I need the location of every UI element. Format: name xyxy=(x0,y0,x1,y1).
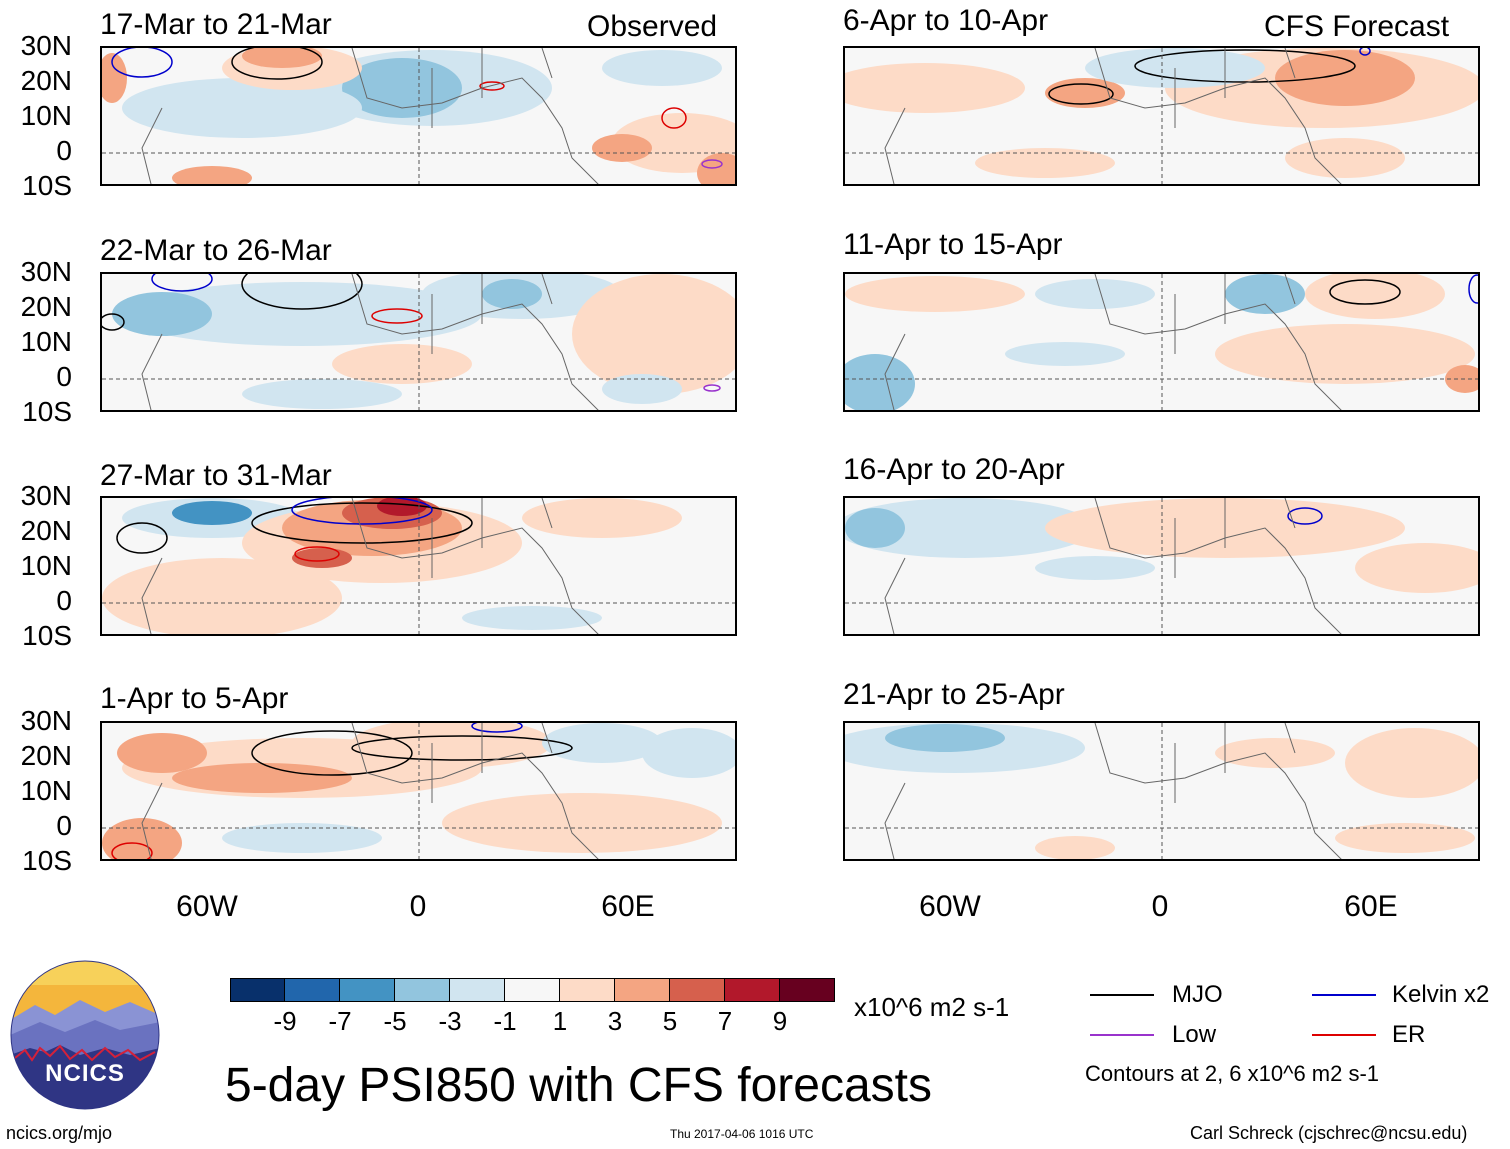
colorbar-level-label: 9 xyxy=(772,1006,788,1036)
lat-label: 0 xyxy=(56,585,72,616)
ncics-logo-icon xyxy=(10,960,160,1110)
lat-label: 20N xyxy=(20,740,72,771)
panel-title: 1-Apr to 5-Apr xyxy=(100,682,289,715)
lat-label: 0 xyxy=(56,810,72,841)
colorbar-swatch xyxy=(340,978,395,1002)
colorbar-level-label: 1 xyxy=(552,1006,568,1036)
anomaly-map xyxy=(845,723,1478,859)
anomaly-map xyxy=(102,723,735,859)
lat-label: 0 xyxy=(56,135,72,166)
map-panel xyxy=(100,272,737,412)
logo-text: NCICS xyxy=(45,1060,125,1087)
colorbar-level-label: -5 xyxy=(383,1006,407,1036)
panel-title: 27-Mar to 31-Mar xyxy=(100,459,332,492)
anomaly-map xyxy=(102,274,735,410)
colorbar-level-label: -7 xyxy=(328,1006,352,1036)
lon-label: 0 xyxy=(409,890,427,923)
lat-label: 20N xyxy=(20,291,72,322)
lon-label: 60E xyxy=(1344,890,1398,923)
observed-label: Observed xyxy=(587,10,718,43)
colorbar-swatch xyxy=(395,978,450,1002)
lat-label: 10N xyxy=(20,100,72,131)
colorbar-level-label: 5 xyxy=(662,1006,678,1036)
anomaly-map xyxy=(845,498,1478,634)
lat-label: 30N xyxy=(20,480,72,511)
panel-title: 21-Apr to 25-Apr xyxy=(843,678,1065,711)
map-panel xyxy=(843,272,1480,412)
lat-label: 10N xyxy=(20,550,72,581)
map-panel xyxy=(100,721,737,861)
map-panel xyxy=(100,496,737,636)
lat-label: 10N xyxy=(20,775,72,806)
legend-er-label: ER xyxy=(1392,1021,1426,1048)
colorbar-units: x10^6 m2 s-1 xyxy=(854,992,1010,1022)
anomaly-map xyxy=(845,274,1478,410)
colorbar-swatch xyxy=(285,978,340,1002)
forecast-label: CFS Forecast xyxy=(1264,10,1450,43)
legend-kelvin-label: Kelvin x2 xyxy=(1392,981,1490,1008)
lat-label: 10S xyxy=(22,170,72,201)
colorbar-swatch xyxy=(450,978,505,1002)
lon-label: 60W xyxy=(176,890,238,923)
colorbar-swatch xyxy=(230,978,285,1002)
anomaly-map xyxy=(845,48,1478,184)
lat-label: 20N xyxy=(20,65,72,96)
lat-label: 10N xyxy=(20,326,72,357)
lon-label: 60W xyxy=(919,890,981,923)
panel-title: 6-Apr to 10-Apr xyxy=(843,4,1049,37)
legend-er-line xyxy=(1312,1034,1376,1036)
anomaly-map xyxy=(102,498,735,634)
lat-label: 10S xyxy=(22,396,72,427)
legend-kelvin-line xyxy=(1312,994,1376,996)
anomaly-map xyxy=(102,48,735,184)
colorbar-level-label: 3 xyxy=(607,1006,623,1036)
colorbar-swatch xyxy=(560,978,615,1002)
map-panel xyxy=(843,46,1480,186)
panel-title: 17-Mar to 21-Mar xyxy=(100,8,332,41)
colorbar-swatch xyxy=(780,978,835,1002)
lat-label: 10S xyxy=(22,845,72,876)
footer-timestamp: Thu 2017-04-06 1016 UTC xyxy=(670,1127,814,1141)
panel-title: 22-Mar to 26-Mar xyxy=(100,234,332,267)
lat-label: 30N xyxy=(20,256,72,287)
map-panel xyxy=(843,721,1480,861)
colorbar-swatch xyxy=(505,978,560,1002)
lon-label: 0 xyxy=(1151,890,1169,923)
footer-credit: Carl Schreck (cjschrec@ncsu.edu) xyxy=(1190,1123,1468,1143)
legend-low-line xyxy=(1090,1034,1154,1036)
colorbar-level-label: -1 xyxy=(493,1006,517,1036)
footer-url[interactable]: ncics.org/mjo xyxy=(6,1123,113,1143)
colorbar-swatch xyxy=(670,978,725,1002)
ncics-logo: NCICS xyxy=(10,960,160,1110)
lat-label: 10S xyxy=(22,620,72,651)
panel-title: 11-Apr to 15-Apr xyxy=(843,228,1063,261)
colorbar-swatch xyxy=(615,978,670,1002)
colorbar-level-label: 7 xyxy=(717,1006,733,1036)
legend-mjo-line xyxy=(1090,994,1154,996)
lat-label: 20N xyxy=(20,515,72,546)
lat-label: 30N xyxy=(20,705,72,736)
legend-note: Contours at 2, 6 x10^6 m2 s-1 xyxy=(1085,1061,1380,1086)
legend-low-label: Low xyxy=(1172,1021,1217,1048)
panel-title: 16-Apr to 20-Apr xyxy=(843,453,1065,486)
colorbar-swatch xyxy=(725,978,780,1002)
map-panel xyxy=(843,496,1480,636)
map-panel xyxy=(100,46,737,186)
lat-label: 30N xyxy=(20,30,72,61)
colorbar-level-label: -3 xyxy=(438,1006,462,1036)
colorbar-level-label: -9 xyxy=(273,1006,297,1036)
lat-label: 0 xyxy=(56,361,72,392)
page-title: 5-day PSI850 with CFS forecasts xyxy=(225,1059,932,1112)
legend-mjo-label: MJO xyxy=(1172,981,1223,1008)
lon-label: 60E xyxy=(601,890,655,923)
